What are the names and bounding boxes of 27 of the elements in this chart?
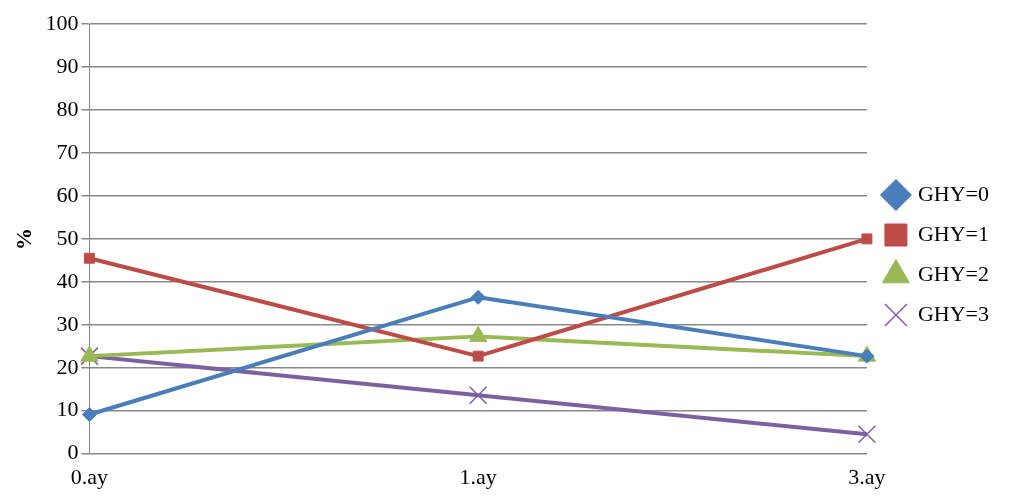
point — [80, 346, 99, 366]
point — [468, 385, 488, 405]
legend-label: GHY=2 — [917, 260, 990, 286]
y-tick-label: 50 — [56, 224, 79, 250]
y-tick-label: 0 — [67, 439, 79, 465]
y-tick-label: 60 — [56, 181, 79, 207]
y-axis-title: % — [10, 227, 36, 250]
point — [81, 407, 97, 423]
y-tick-label: 10 — [56, 396, 79, 422]
y-tick-label: 70 — [56, 138, 79, 164]
point — [470, 289, 486, 305]
legend-label: GHY=1 — [917, 220, 990, 246]
point — [861, 233, 873, 245]
y-tick-label: 80 — [56, 95, 79, 121]
point — [857, 425, 877, 444]
x-tick-label: 3.ay — [848, 463, 886, 489]
y-tick-label: 90 — [56, 52, 79, 78]
x-tick-label: 1.ay — [459, 463, 497, 489]
legend-label: GHY=0 — [917, 180, 990, 206]
y-tick-label: 30 — [56, 310, 79, 336]
x-tick-label: 0.ay — [70, 463, 109, 489]
point — [83, 252, 95, 264]
legend-label: GHY=3 — [917, 300, 990, 326]
point — [472, 350, 484, 362]
y-tick-label: 20 — [56, 353, 79, 379]
y-tick-label: 40 — [56, 267, 79, 293]
y-tick-label: 100 — [45, 9, 79, 35]
